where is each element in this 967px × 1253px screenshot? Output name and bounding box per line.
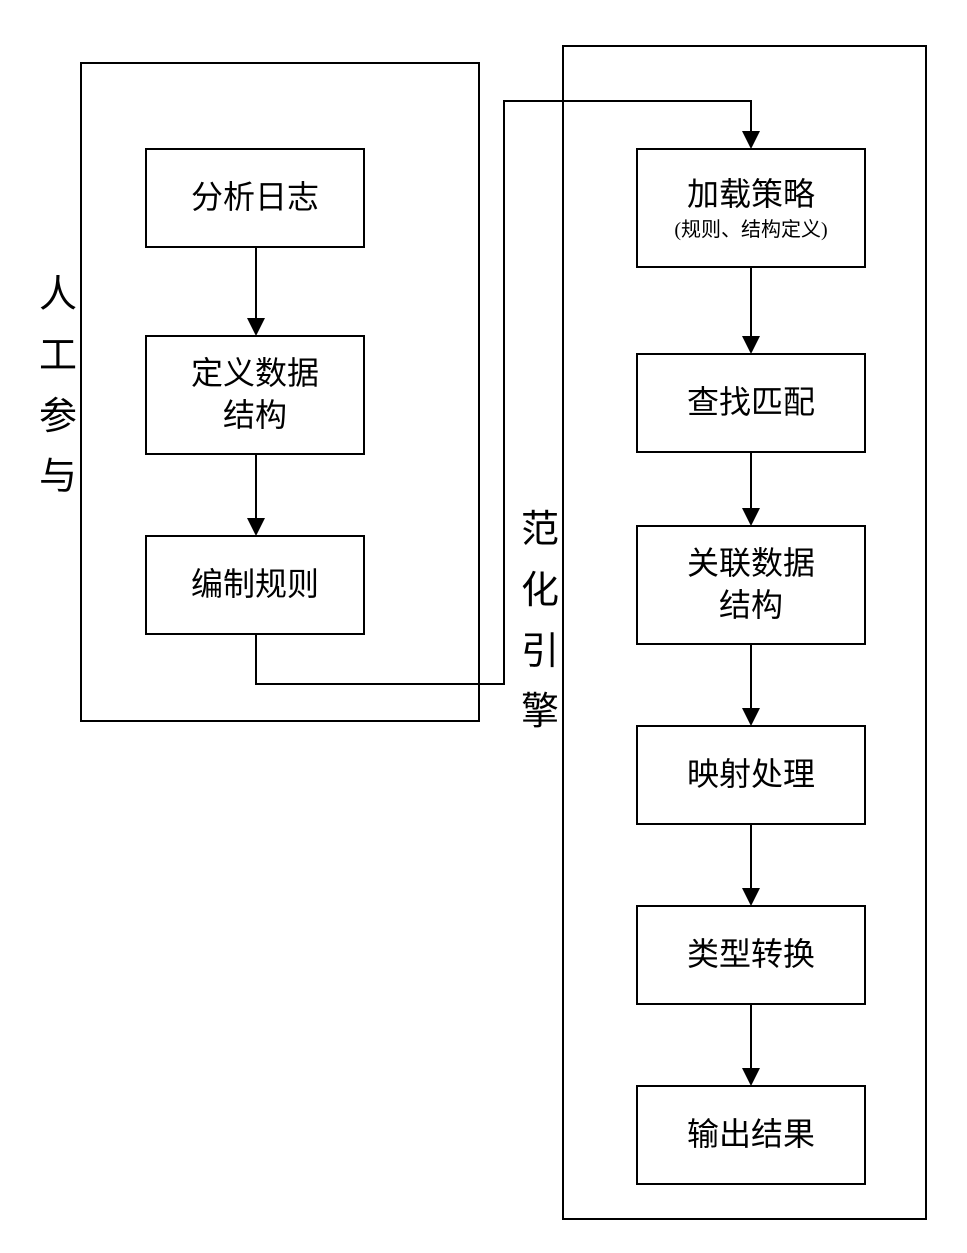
box-load-policy-text: 加载策略	[687, 174, 815, 216]
arrow-l2	[255, 455, 257, 518]
box-load-policy-sub: (规则、结构定义)	[674, 218, 827, 242]
box-find-match-text: 查找匹配	[687, 382, 815, 424]
box-find-match: 查找匹配	[636, 353, 866, 453]
box-compile-rules-text: 编制规则	[191, 564, 319, 606]
box-define-struct: 定义数据 结构	[145, 335, 365, 455]
box-map-process: 映射处理	[636, 725, 866, 825]
connector-head	[742, 131, 760, 149]
arrow-r4-head	[742, 888, 760, 906]
arrow-r5	[750, 1005, 752, 1068]
left-label-text: 人工参与	[39, 274, 77, 498]
arrow-r1	[750, 268, 752, 336]
arrow-l1-head	[247, 318, 265, 336]
arrow-r2-head	[742, 508, 760, 526]
right-container-label: 范化引擎	[520, 500, 560, 743]
box-type-convert-text: 类型转换	[687, 934, 815, 976]
connector-seg1	[255, 635, 257, 685]
arrow-r1-head	[742, 336, 760, 354]
arrow-l1	[255, 248, 257, 318]
box-assoc-struct: 关联数据 结构	[636, 525, 866, 645]
connector-seg2	[255, 683, 505, 685]
arrow-r4	[750, 825, 752, 888]
box-analyze-log: 分析日志	[145, 148, 365, 248]
connector-seg4	[503, 100, 752, 102]
connector-seg3	[503, 100, 505, 685]
box-compile-rules: 编制规则	[145, 535, 365, 635]
arrow-l2-head	[247, 518, 265, 536]
box-define-struct-text: 定义数据 结构	[191, 353, 319, 436]
connector-seg5	[750, 100, 752, 131]
arrow-r2	[750, 453, 752, 508]
box-output-result-text: 输出结果	[687, 1114, 815, 1156]
box-analyze-log-text: 分析日志	[191, 177, 319, 219]
box-map-process-text: 映射处理	[687, 754, 815, 796]
arrow-r3-head	[742, 708, 760, 726]
right-label-text: 范化引擎	[521, 509, 559, 733]
arrow-r5-head	[742, 1068, 760, 1086]
box-load-policy: 加载策略 (规则、结构定义)	[636, 148, 866, 268]
box-type-convert: 类型转换	[636, 905, 866, 1005]
arrow-r3	[750, 645, 752, 708]
left-container-label: 人工参与	[38, 265, 78, 508]
box-output-result: 输出结果	[636, 1085, 866, 1185]
box-assoc-struct-text: 关联数据 结构	[687, 543, 815, 626]
